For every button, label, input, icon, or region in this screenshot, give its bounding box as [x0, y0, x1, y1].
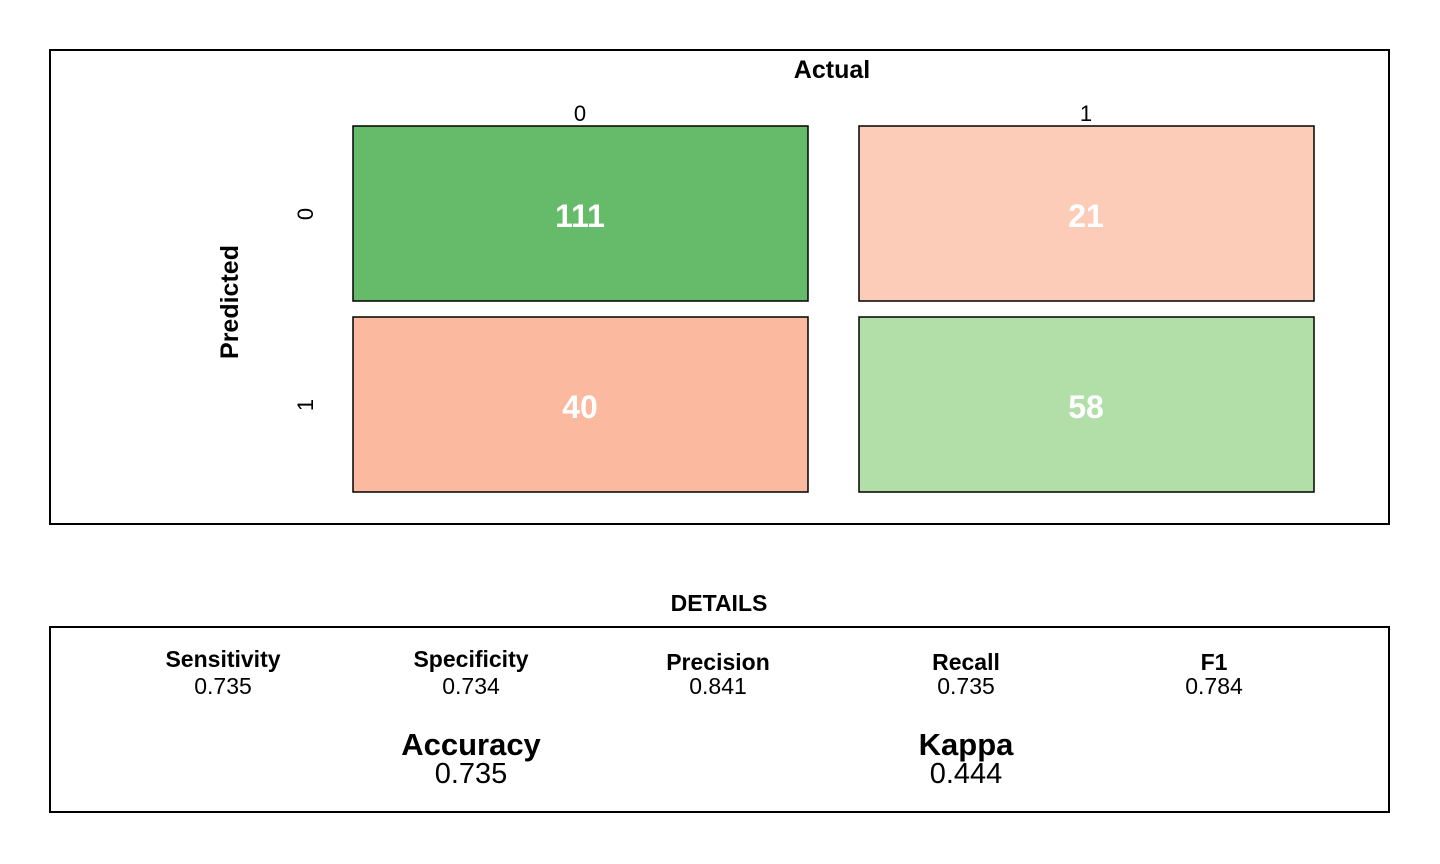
metric-label-precision: Precision: [666, 649, 770, 675]
summary-value-kappa: 0.444: [930, 758, 1003, 790]
metric-value-specificity: 0.734: [442, 673, 500, 699]
summary-label-kappa: Kappa: [919, 727, 1015, 762]
x-tick-label-0: 0: [574, 101, 586, 126]
cell-value-predicted-0-actual-1: 21: [1068, 198, 1104, 234]
details-panel-frame: [49, 626, 1390, 813]
metric-label-recall: Recall: [932, 649, 1000, 675]
metric-value-sensitivity: 0.735: [194, 673, 252, 699]
summary-value-accuracy: 0.735: [435, 758, 508, 790]
x-axis-title: Actual: [794, 56, 870, 84]
metric-label-specificity: Specificity: [413, 646, 528, 672]
cell-predicted-0-actual-1: [858, 125, 1315, 302]
metric-value-precision: 0.841: [689, 673, 747, 699]
cell-predicted-1-actual-1: [858, 316, 1315, 493]
cell-predicted-0-actual-0: [352, 125, 809, 302]
cell-value-predicted-1-actual-0: 40: [562, 389, 598, 425]
summary-label-accuracy: Accuracy: [401, 727, 541, 762]
metric-label-sensitivity: Sensitivity: [165, 646, 280, 672]
matrix-panel-frame: [49, 49, 1390, 525]
metric-label-f1: F1: [1201, 649, 1228, 675]
y-tick-label-1: 1: [293, 399, 318, 411]
y-tick-label-0: 0: [293, 208, 318, 220]
metric-value-recall: 0.735: [937, 673, 995, 699]
details-heading: DETAILS: [671, 590, 768, 616]
metric-value-f1: 0.784: [1185, 673, 1243, 699]
cell-value-predicted-0-actual-0: 111: [555, 198, 605, 234]
x-tick-label-1: 1: [1080, 101, 1092, 126]
cell-predicted-1-actual-0: [352, 316, 809, 493]
y-axis-title: Predicted: [216, 245, 244, 359]
cell-value-predicted-1-actual-1: 58: [1068, 389, 1104, 425]
